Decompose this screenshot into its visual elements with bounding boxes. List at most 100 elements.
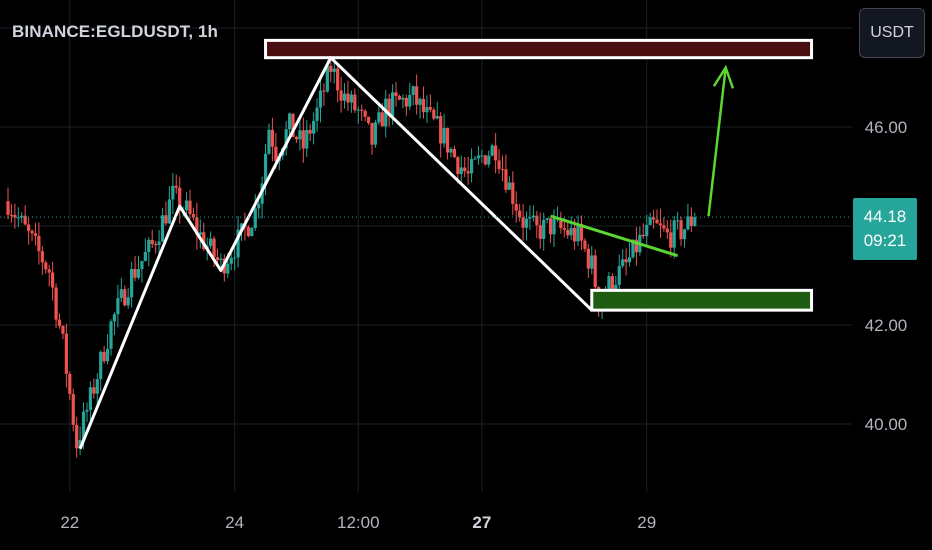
- candle-down: [9, 214, 14, 216]
- candle-down: [212, 238, 216, 258]
- candle-up: [20, 215, 24, 218]
- candle-down: [439, 116, 443, 144]
- candle-down: [634, 239, 639, 253]
- candle-up: [209, 238, 213, 246]
- candle-up: [88, 387, 93, 410]
- time-tick-label: 24: [225, 513, 244, 532]
- candle-up: [267, 129, 271, 154]
- price-axis[interactable]: 40.00 42.00 46.00: [865, 118, 908, 434]
- candle-up: [325, 65, 329, 92]
- candle-down: [566, 229, 570, 236]
- candle-up: [236, 229, 240, 258]
- candle-up: [418, 98, 422, 105]
- candle-down: [404, 97, 408, 107]
- candle-up: [476, 155, 481, 159]
- candle-up: [442, 128, 446, 144]
- candle-down: [44, 262, 48, 270]
- candle-up: [614, 284, 618, 291]
- candle-up: [219, 258, 223, 261]
- candle-down: [274, 146, 278, 162]
- candle-down: [689, 216, 693, 226]
- candle-down: [456, 157, 460, 175]
- candle-down: [562, 228, 566, 230]
- candle-up: [342, 93, 347, 101]
- candle-down: [54, 287, 58, 320]
- candle-up: [263, 153, 268, 184]
- candle-down: [514, 203, 518, 211]
- last-price-value: 44.18: [863, 207, 907, 226]
- candle-down: [215, 257, 220, 261]
- candle-up: [332, 68, 336, 72]
- candle-up: [531, 215, 535, 218]
- currency-button[interactable]: USDT: [859, 8, 925, 58]
- candle-up: [253, 208, 257, 229]
- candle-up: [686, 216, 690, 230]
- candle-up: [136, 269, 141, 278]
- candle-up: [130, 268, 134, 298]
- candle-down: [353, 94, 357, 111]
- candle-down: [679, 220, 683, 240]
- candle-up: [147, 239, 151, 252]
- candle-up: [552, 218, 556, 235]
- candle-up: [645, 224, 649, 237]
- candle-down: [586, 248, 590, 269]
- candle-down: [23, 215, 27, 225]
- candle-down: [270, 129, 275, 147]
- candle-down: [360, 109, 364, 111]
- candle-down: [624, 259, 628, 263]
- candle-down: [669, 232, 673, 248]
- time-tick-label: 12:00: [337, 513, 380, 532]
- candle-down: [610, 276, 614, 291]
- candle-down: [497, 160, 501, 170]
- candle-up: [627, 257, 632, 263]
- candle-up: [305, 129, 309, 149]
- candle-down: [27, 224, 31, 231]
- candle-down: [548, 218, 553, 235]
- candle-down: [291, 113, 295, 138]
- candle-up: [109, 321, 113, 349]
- candle-down: [6, 201, 10, 215]
- candle-up: [112, 314, 117, 322]
- candle-up: [167, 199, 171, 224]
- candle-down: [178, 187, 182, 211]
- candle-up: [469, 158, 474, 174]
- candle-up: [676, 220, 680, 222]
- candle-up: [411, 86, 415, 96]
- chart-drawings: [78, 38, 814, 450]
- candle-down: [133, 268, 137, 278]
- candle-up: [81, 411, 86, 440]
- candle-up: [682, 229, 687, 240]
- symbol-title: BINANCE:EGLDUSDT, 1h: [12, 22, 219, 41]
- candlestick-series: [6, 52, 697, 458]
- candle-down: [662, 225, 666, 229]
- bar-countdown: 09:21: [863, 231, 907, 250]
- candle-up: [473, 158, 477, 160]
- candle-down: [174, 185, 178, 188]
- candle-down: [61, 325, 65, 334]
- candle-up: [356, 109, 360, 111]
- candle-down: [322, 90, 326, 92]
- candle-up: [349, 94, 353, 103]
- candle-up: [524, 218, 529, 228]
- price-tick-label: 46.00: [865, 118, 908, 137]
- candle-down: [366, 116, 371, 123]
- candle-down: [432, 109, 436, 119]
- candle-up: [99, 351, 103, 380]
- candle-down: [37, 235, 41, 252]
- candle-down: [339, 90, 343, 101]
- candle-down: [380, 112, 384, 127]
- candle-down: [415, 86, 419, 105]
- candle-up: [78, 439, 82, 449]
- candle-down: [463, 167, 467, 172]
- last-price-tag: 44.18 09:21: [853, 198, 917, 260]
- candle-up: [143, 251, 147, 261]
- target-arrow-head: [712, 64, 735, 89]
- candle-down: [397, 95, 402, 100]
- time-axis[interactable]: 22 24 12:00 27 29: [60, 513, 656, 532]
- candle-up: [607, 276, 611, 293]
- candle-up: [119, 289, 123, 299]
- candle-up: [184, 200, 189, 211]
- candle-down: [68, 373, 72, 394]
- candle-up: [171, 185, 175, 200]
